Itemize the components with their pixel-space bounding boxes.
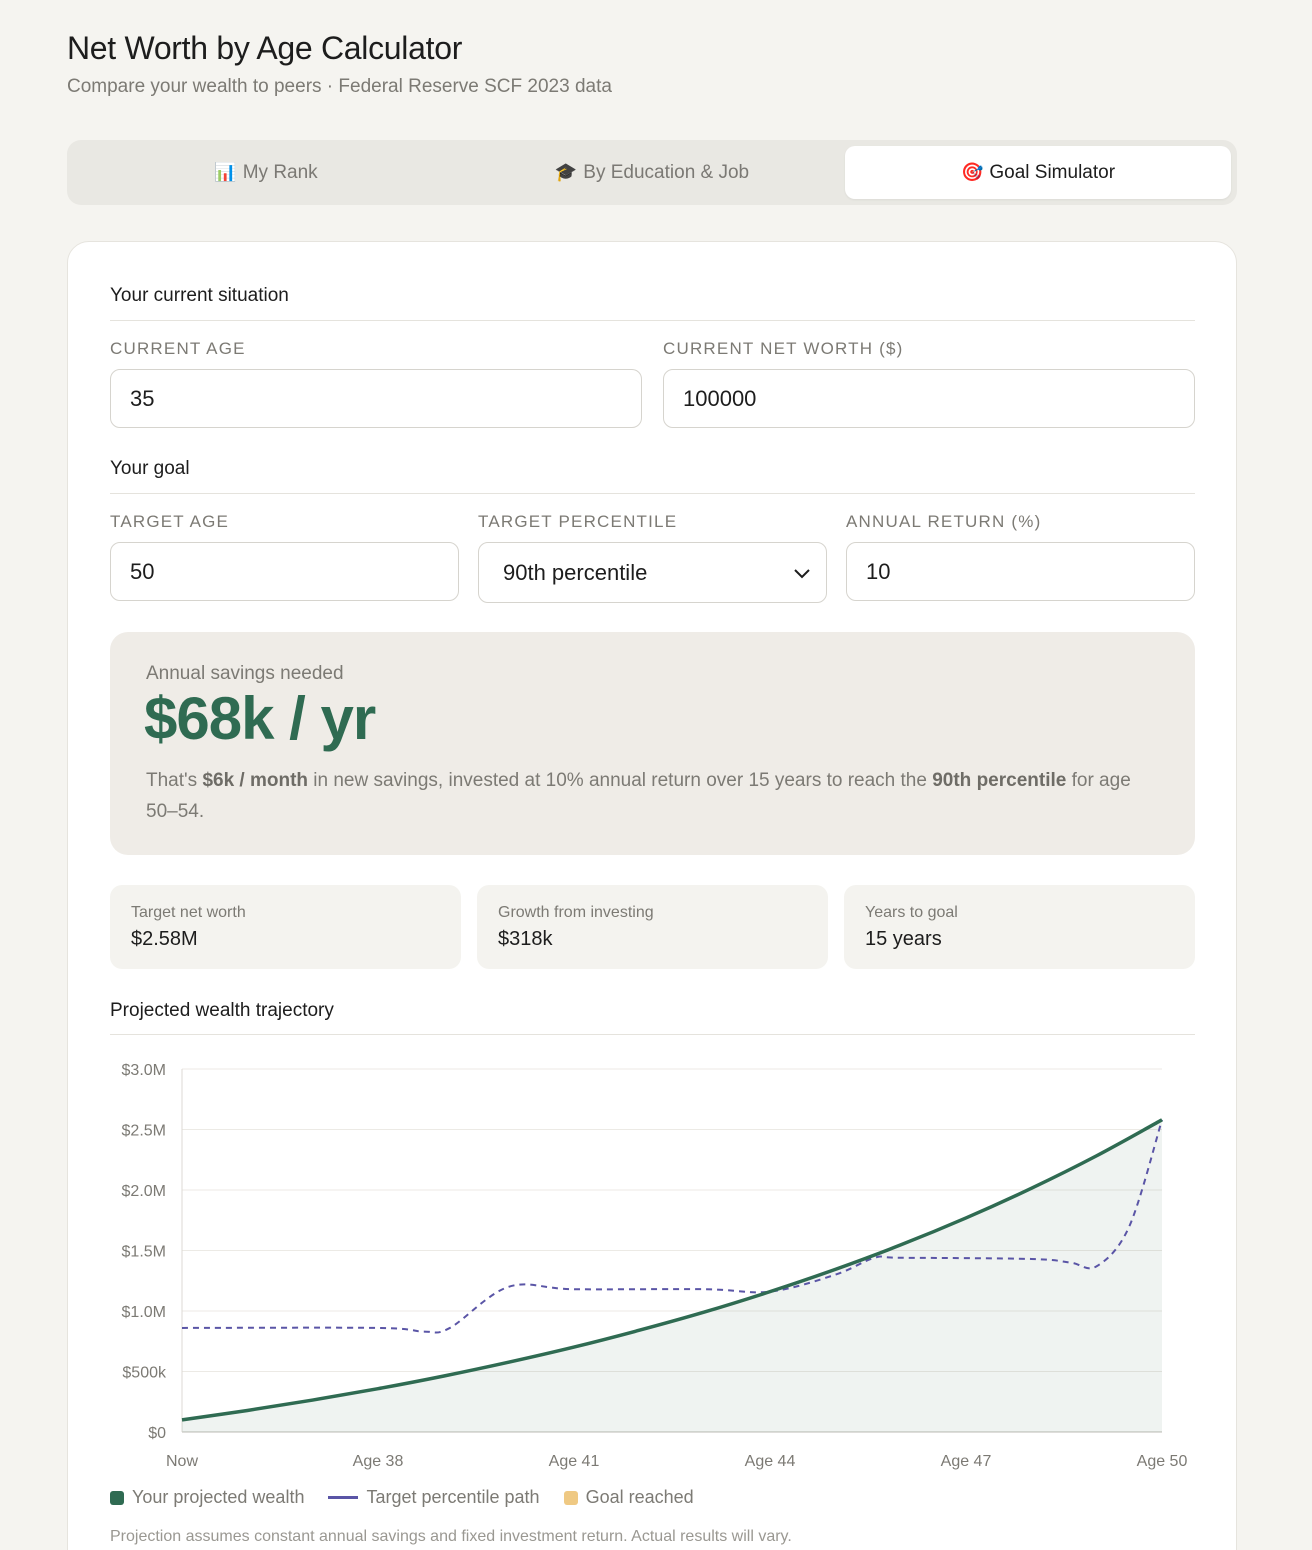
annual-savings-value: $68k / yr [144, 685, 376, 752]
tab-by-education-job[interactable]: 🎓 By Education & Job [459, 146, 845, 199]
page-title: Net Worth by Age Calculator [67, 30, 463, 66]
chart-legend: Your projected wealth Target percentile … [110, 1487, 694, 1508]
wealth-trajectory-chart: $0 $500k $1.0M $1.5M $2.0M $2.5M $3.0M Now Age 3… [122, 1062, 1188, 1470]
page-subtitle: Compare your wealth to peers · Federal R… [67, 76, 612, 97]
target-percentile-label: TARGET PERCENTILE [478, 512, 678, 531]
result-explanation: That's $6k / month in new savings, inves… [146, 770, 1131, 822]
chart-title: Projected wealth trajectory [110, 1000, 334, 1021]
chevron-down-icon [794, 568, 810, 578]
y-tick-label: $3.0M [122, 1062, 166, 1079]
x-tick-label: Age 44 [745, 1453, 796, 1470]
target-percentile-select[interactable]: 90th percentile [478, 542, 827, 603]
x-tick-label: Age 50 [1137, 1453, 1188, 1470]
current-networth-input[interactable]: 100000 [663, 369, 1195, 428]
legend-target-path: Target percentile path [328, 1487, 540, 1508]
legend-projected-wealth: Your projected wealth [110, 1487, 304, 1508]
tab-bar: 📊 My Rank 🎓 By Education & Job 🎯 Goal Si… [67, 140, 1237, 205]
tab-goal-simulator[interactable]: 🎯 Goal Simulator [845, 146, 1231, 199]
target-icon: 🎯 [960, 162, 984, 182]
section-divider [110, 493, 1195, 494]
savings-result-panel: Annual savings needed $68k / yr That's $… [110, 632, 1195, 855]
current-situation-title: Your current situation [110, 285, 289, 306]
y-tick-label: $1.0M [122, 1304, 166, 1321]
legend-swatch [563, 1490, 578, 1505]
x-tick-label: Age 47 [941, 1453, 992, 1470]
current-age-input[interactable]: 35 [110, 369, 642, 428]
goal-title: Your goal [110, 458, 190, 479]
current-age-label: CURRENT AGE [110, 339, 246, 358]
target-age-input[interactable]: 50 [110, 542, 459, 601]
tab-label: By Education & Job [583, 161, 750, 183]
tab-label: My Rank [242, 161, 318, 183]
tab-my-rank[interactable]: 📊 My Rank [73, 146, 459, 199]
bar-chart-icon: 📊 [214, 162, 237, 182]
goal-simulator-card: Your current situation CURRENT AGE 35 CU… [67, 241, 1237, 1550]
selected-percentile: 90th percentile [503, 559, 648, 585]
y-tick-label: $500k [122, 1365, 167, 1382]
x-tick-label: Age 41 [549, 1453, 600, 1470]
section-divider [110, 320, 1195, 321]
projection-footnote: Projection assumes constant annual savin… [110, 1528, 792, 1545]
tab-label: Goal Simulator [989, 161, 1116, 183]
x-tick-label: Now [166, 1453, 198, 1470]
monthly-savings: $6k / month [202, 770, 309, 791]
target-age-label: TARGET AGE [110, 512, 230, 531]
projected-wealth-area [182, 1119, 1162, 1432]
target-percentile-highlight: 90th percentile [932, 770, 1067, 791]
y-tick-label: $2.5M [122, 1123, 166, 1140]
stat-years-to-goal: Years to goal 15 years [844, 885, 1195, 969]
stat-growth-from-investing: Growth from investing $318k [477, 885, 828, 969]
stat-target-net-worth: Target net worth $2.58M [110, 885, 461, 969]
x-tick-label: Age 38 [353, 1453, 404, 1470]
annual-return-input[interactable]: 10 [846, 542, 1195, 601]
annual-return-label: ANNUAL RETURN (%) [846, 512, 1042, 531]
y-tick-label: $2.0M [122, 1183, 166, 1200]
y-tick-label: $0 [148, 1425, 166, 1442]
legend-swatch [328, 1496, 359, 1499]
section-divider [110, 1034, 1195, 1035]
graduation-cap-icon: 🎓 [554, 162, 578, 182]
legend-goal-reached: Goal reached [563, 1487, 694, 1508]
y-tick-label: $1.5M [122, 1244, 166, 1261]
current-networth-label: CURRENT NET WORTH ($) [663, 339, 904, 358]
projected-wealth-line [181, 1118, 1163, 1422]
legend-swatch [110, 1490, 124, 1505]
result-label: Annual savings needed [146, 663, 344, 684]
